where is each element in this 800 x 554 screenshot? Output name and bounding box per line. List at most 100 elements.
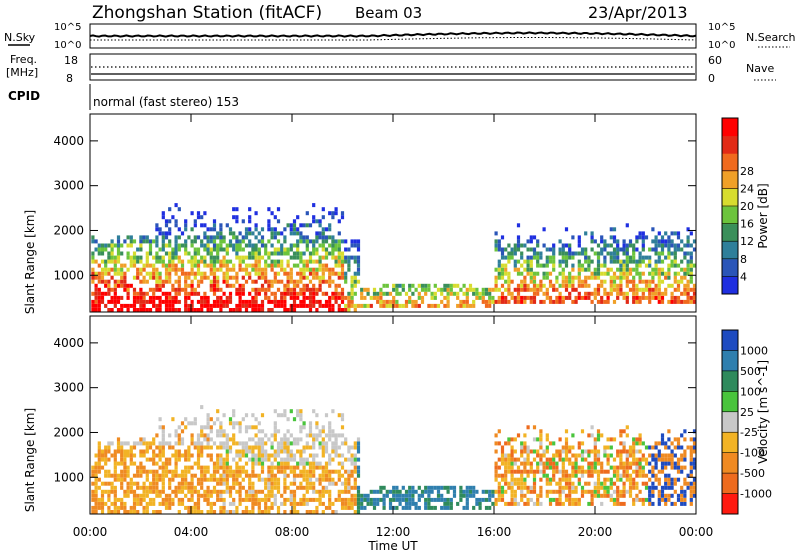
- range-gate-cell: [97, 279, 101, 284]
- range-gate-cell: [168, 457, 172, 462]
- range-gate-cell: [603, 489, 607, 494]
- range-gate-cell: [152, 271, 156, 276]
- range-gate-cell: [254, 295, 258, 300]
- range-gate-cell: [292, 441, 297, 446]
- range-gate-cell: [152, 437, 156, 442]
- range-gate-cell: [331, 433, 335, 438]
- range-gate-cell: [110, 485, 114, 490]
- range-gate-cell: [587, 255, 591, 260]
- range-gate-cell: [155, 223, 159, 228]
- range-gate-cell: [353, 283, 357, 288]
- range-gate-cell: [596, 243, 601, 248]
- range-gate-cell: [232, 207, 236, 212]
- range-gate-cell: [644, 279, 649, 284]
- range-gate-cell: [568, 291, 572, 296]
- range-gate-cell: [568, 445, 572, 450]
- range-gate-cell: [638, 461, 642, 466]
- range-gate-cell: [475, 287, 479, 292]
- range-gate-cell: [164, 275, 169, 280]
- range-gate-cell: [241, 465, 245, 470]
- range-gate-cell: [171, 497, 175, 502]
- range-gate-cell: [638, 235, 642, 240]
- range-gate-cell: [126, 235, 130, 240]
- range-gate-cell: [516, 291, 521, 296]
- range-gate-cell: [324, 247, 329, 252]
- range-gate-cell: [382, 291, 386, 296]
- range-gate-cell: [577, 481, 581, 486]
- range-gate-cell: [110, 295, 114, 300]
- range-gate-cell: [529, 295, 533, 300]
- range-gate-cell: [305, 235, 309, 240]
- range-gate-cell: [120, 441, 124, 446]
- range-gate-cell: [238, 489, 242, 494]
- range-gate-cell: [132, 481, 137, 486]
- range-gate-cell: [299, 239, 303, 244]
- range-gate-cell: [180, 489, 185, 494]
- range-gate-cell: [622, 239, 626, 244]
- range-gate-cell: [238, 441, 242, 446]
- range-gate-cell: [267, 493, 271, 498]
- range-gate-cell: [321, 465, 325, 470]
- range-gate-cell: [328, 235, 332, 240]
- range-gate-cell: [129, 481, 133, 486]
- range-gate-cell: [110, 489, 114, 494]
- range-gate-cell: [100, 295, 105, 300]
- range-gate-cell: [606, 461, 610, 466]
- range-gate-cell: [465, 497, 469, 502]
- range-gate-cell: [558, 247, 562, 252]
- range-gate-cell: [337, 247, 341, 252]
- range-gate-cell: [94, 497, 98, 502]
- range-gate-cell: [568, 279, 572, 284]
- range-gate-cell: [257, 489, 261, 494]
- range-gate-cell: [654, 485, 658, 490]
- range-gate-cell: [664, 465, 668, 470]
- range-gate-cell: [334, 263, 338, 268]
- range-gate-cell: [318, 223, 322, 228]
- range-gate-cell: [347, 497, 351, 502]
- range-gate-cell: [254, 279, 258, 284]
- range-gate-cell: [676, 299, 681, 304]
- range-gate-cell: [203, 437, 207, 442]
- range-gate-cell: [596, 473, 601, 478]
- range-gate-cell: [164, 441, 169, 446]
- range-gate-cell: [593, 267, 597, 272]
- range-gate-cell: [328, 251, 332, 256]
- range-gate-cell: [171, 477, 175, 482]
- range-gate-cell: [283, 510, 287, 514]
- range-gate-cell: [356, 247, 361, 252]
- range-gate-cell: [587, 283, 591, 288]
- range-gate-cell: [635, 287, 639, 292]
- range-gate-cell: [616, 267, 620, 272]
- range-gate-cell: [462, 489, 466, 494]
- range-gate-cell: [545, 295, 549, 300]
- range-gate-cell: [123, 489, 127, 494]
- range-gate-cell: [257, 501, 261, 506]
- range-gate-cell: [283, 497, 287, 502]
- range-gate-cell: [632, 259, 636, 264]
- range-gate-cell: [635, 267, 639, 272]
- range-gate-cell: [526, 263, 530, 268]
- range-gate-cell: [507, 279, 511, 284]
- range-gate-cell: [174, 251, 178, 256]
- range-gate-cell: [411, 489, 415, 494]
- range-gate-cell: [168, 505, 172, 510]
- range-gate-cell: [164, 473, 169, 478]
- range-gate-cell: [577, 441, 581, 446]
- range-gate-cell: [564, 437, 569, 442]
- range-gate-cell: [523, 243, 527, 248]
- range-gate-cell: [190, 441, 194, 446]
- range-gate-cell: [94, 461, 98, 466]
- range-gate-cell: [196, 247, 201, 252]
- range-gate-cell: [283, 227, 287, 232]
- range-gate-cell: [673, 279, 677, 284]
- range-gate-cell: [174, 243, 178, 248]
- range-gate-cell: [625, 283, 629, 288]
- range-gate-cell: [382, 493, 386, 498]
- range-gate-cell: [465, 287, 469, 292]
- range-gate-cell: [353, 271, 357, 276]
- range-gate-cell: [494, 239, 498, 244]
- range-gate-cell: [171, 469, 175, 474]
- range-gate-cell: [401, 493, 405, 498]
- range-gate-cell: [536, 239, 540, 244]
- range-gate-cell: [283, 461, 287, 466]
